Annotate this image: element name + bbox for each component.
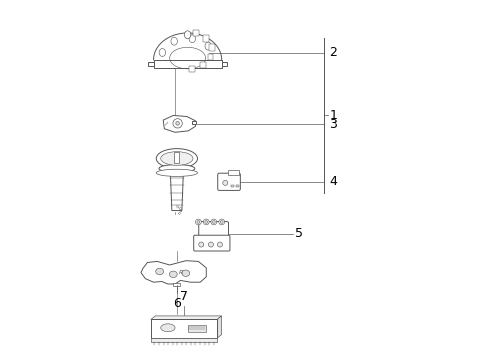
Ellipse shape [156, 268, 164, 275]
Circle shape [223, 180, 228, 185]
Circle shape [176, 122, 179, 125]
Polygon shape [221, 62, 227, 66]
Bar [189, 66, 195, 72]
Text: 6: 6 [173, 297, 181, 310]
FancyBboxPatch shape [199, 222, 228, 239]
Polygon shape [151, 316, 221, 319]
Polygon shape [141, 261, 206, 284]
Ellipse shape [170, 271, 177, 278]
Bar [174, 152, 179, 163]
Ellipse shape [196, 219, 201, 225]
Circle shape [173, 119, 182, 128]
Text: R: R [179, 270, 183, 275]
Polygon shape [171, 174, 183, 211]
Ellipse shape [189, 35, 196, 42]
Ellipse shape [171, 37, 177, 45]
Ellipse shape [156, 149, 197, 168]
Bar [151, 338, 217, 342]
Bar [153, 60, 221, 68]
Circle shape [197, 221, 200, 224]
Ellipse shape [211, 219, 217, 225]
Bar [188, 324, 205, 332]
Bar [236, 185, 239, 187]
Ellipse shape [184, 31, 191, 39]
Circle shape [220, 221, 223, 224]
FancyBboxPatch shape [194, 235, 230, 251]
Bar [151, 319, 217, 338]
FancyBboxPatch shape [218, 173, 240, 190]
Text: 1: 1 [329, 109, 337, 122]
Ellipse shape [182, 270, 190, 276]
Bar [208, 54, 214, 60]
Ellipse shape [159, 49, 166, 57]
Circle shape [212, 221, 215, 224]
Bar [228, 170, 239, 175]
Polygon shape [163, 116, 196, 132]
Ellipse shape [203, 219, 209, 225]
Ellipse shape [161, 324, 175, 332]
Circle shape [208, 242, 214, 247]
Bar [209, 44, 215, 51]
Circle shape [205, 221, 208, 224]
Bar [192, 121, 196, 125]
Text: 3: 3 [329, 118, 337, 131]
Ellipse shape [159, 165, 195, 172]
Polygon shape [217, 316, 221, 338]
Bar [173, 283, 180, 286]
Bar [200, 62, 206, 68]
Ellipse shape [161, 152, 193, 165]
Polygon shape [148, 62, 153, 66]
Text: 7: 7 [180, 290, 188, 303]
Circle shape [218, 242, 222, 247]
Polygon shape [153, 33, 221, 60]
Text: 4: 4 [329, 175, 337, 188]
Bar [193, 30, 199, 36]
Ellipse shape [205, 42, 212, 50]
Text: 5: 5 [295, 227, 303, 240]
Text: 2: 2 [329, 46, 337, 59]
Bar [231, 185, 234, 187]
Circle shape [199, 242, 204, 247]
Bar [203, 35, 209, 42]
Ellipse shape [219, 219, 224, 225]
Ellipse shape [156, 169, 197, 176]
